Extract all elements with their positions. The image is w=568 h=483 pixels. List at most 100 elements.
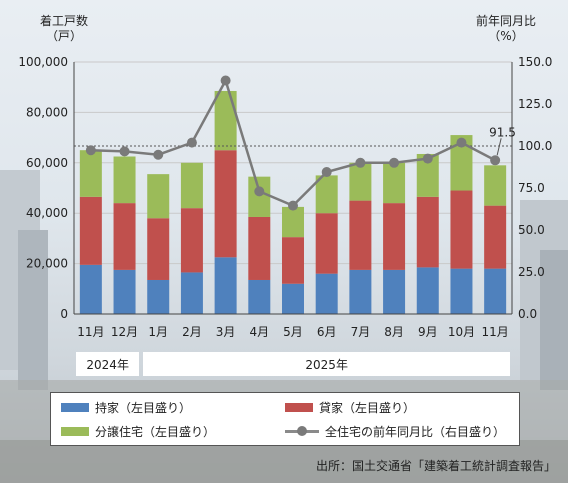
bar-owned (282, 283, 304, 314)
bar-condo (147, 174, 170, 219)
x-tick-label: 2月 (182, 325, 202, 339)
annotation-leader (496, 138, 502, 156)
year-label-0: 2024年 (76, 352, 140, 376)
bar-condo (248, 176, 271, 217)
bar-rental (214, 150, 237, 258)
bar-condo (214, 90, 237, 151)
bar-owned (416, 267, 439, 314)
right-axis-title-line1: 前年同月比 (475, 14, 536, 28)
x-tick-label: 12月 (111, 325, 138, 339)
left-axis-title-line2: （戸） (45, 29, 82, 43)
y-right-tick-label: 25.0 (518, 265, 545, 279)
y-right-tick-label: 75.0 (518, 181, 545, 195)
legend-label-owned: 持家（左目盛り） (95, 400, 192, 415)
legend-swatch-condo (61, 426, 89, 436)
yoy-point (254, 186, 265, 197)
legend-swatch-owned (61, 402, 89, 412)
yoy-point (288, 200, 298, 211)
left-axis-title-line1: 着工戸数 (39, 14, 88, 28)
legend-line-marker-icon (285, 425, 319, 437)
bar-owned (315, 273, 338, 314)
bar-condo (113, 156, 136, 204)
bar-condo (79, 150, 102, 197)
bar-condo (315, 175, 338, 214)
yoy-point (321, 167, 332, 178)
left-axis-title: 着工戸数 （戸） (34, 14, 94, 44)
bar-owned (113, 269, 136, 314)
bar-rental (79, 196, 102, 265)
x-tick-label: 1月 (148, 325, 168, 339)
right-axis-title: 前年同月比 （%） (466, 14, 546, 44)
bar-rental (113, 203, 136, 270)
yoy-point (422, 153, 433, 164)
x-tick-label: 11月 (77, 325, 104, 339)
bar-owned (349, 269, 372, 314)
bar-rental (180, 208, 203, 273)
legend-label-yoy: 全住宅の前年同月比（右目盛り） (325, 424, 506, 439)
y-right-tick-label: 50.0 (518, 223, 545, 237)
bar-rental (383, 203, 406, 270)
bar-rental (450, 190, 473, 269)
bar-rental (349, 200, 372, 270)
y-left-tick-label: 0 (60, 307, 68, 321)
yoy-point (355, 157, 366, 168)
legend-label-rental: 貸家（左目盛り） (319, 400, 416, 415)
annotation-label: 91.5 (489, 125, 516, 139)
legend-label-condo: 分譲住宅（左目盛り） (95, 424, 216, 439)
x-tick-label: 6月 (317, 325, 337, 339)
source-note: 出所：国土交通省「建築着工統計調査報告」 (315, 459, 556, 473)
bar-condo (282, 206, 304, 238)
bar-condo (349, 162, 372, 201)
y-right-tick-label: 0.0 (518, 307, 537, 321)
right-axis-title-line2: （%） (488, 29, 524, 43)
bar-rental (315, 213, 338, 274)
y-left-tick-label: 100,000 (18, 55, 68, 69)
yoy-point (186, 137, 197, 148)
x-tick-label: 11月 (482, 325, 509, 339)
axes (73, 62, 513, 315)
bar-owned (180, 272, 203, 314)
bar-rental (248, 216, 271, 280)
y-right-tick-label: 150.0 (518, 55, 552, 69)
yoy-point (490, 155, 501, 166)
bar-rental (147, 218, 170, 280)
yoy-point (389, 157, 400, 168)
legend-item-owned: 持家（左目盛り） (61, 399, 285, 416)
bar-owned (147, 279, 170, 314)
bar-owned (79, 264, 102, 314)
bar-rental (282, 237, 304, 284)
x-tick-label: 5月 (283, 325, 303, 339)
x-tick-label: 3月 (216, 325, 236, 339)
bar-rental (484, 205, 507, 269)
x-tick-label: 10月 (448, 325, 475, 339)
yoy-point (456, 137, 467, 148)
bar-condo (383, 162, 406, 204)
y-left-tick-label: 80,000 (26, 105, 68, 119)
bar-owned (214, 257, 237, 314)
yoy-point (119, 146, 130, 157)
bar-owned (248, 279, 271, 314)
x-tick-label: 9月 (418, 325, 438, 339)
bar-condo (484, 165, 507, 206)
y-right-tick-label: 100.0 (518, 139, 552, 153)
legend-item-rental: 貸家（左目盛り） (285, 399, 509, 416)
bar-condo (180, 162, 203, 209)
x-tick-label: 7月 (351, 325, 371, 339)
stacked-bars (79, 90, 507, 314)
y-left-tick-label: 20,000 (26, 257, 68, 271)
yoy-point (220, 75, 231, 86)
yoy-point (85, 145, 96, 156)
y-right-tick-label: 125.0 (518, 97, 552, 111)
tick-labels: 0 20,000 40,000 60,000 80,000 100,000 0.0 25.0 5… (18, 55, 552, 339)
bar-owned (484, 268, 507, 314)
x-tick-label: 8月 (384, 325, 404, 339)
bar-rental (416, 196, 439, 268)
year-label-1: 2025年 (143, 352, 510, 376)
y-left-tick-label: 60,000 (26, 156, 68, 170)
legend-item-condo: 分譲住宅（左目盛り） (61, 423, 285, 440)
bar-owned (383, 269, 406, 314)
legend-swatch-rental (285, 402, 313, 412)
bar-condo (450, 135, 473, 191)
legend-item-yoy: 全住宅の前年同月比（右目盛り） (285, 423, 509, 440)
